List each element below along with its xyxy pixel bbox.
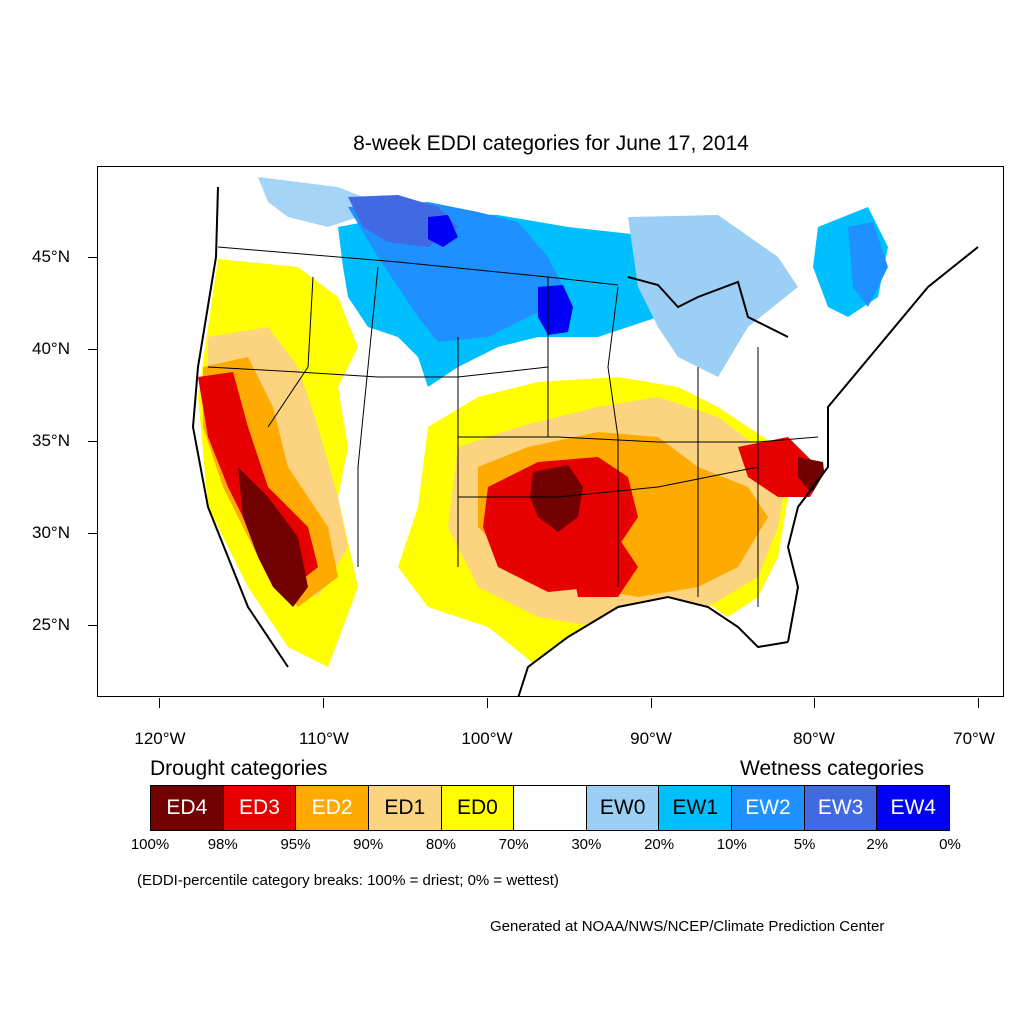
lat-tick-40 xyxy=(88,349,98,350)
percentile-label: 70% xyxy=(498,836,529,853)
lon-tick-120w xyxy=(159,698,160,708)
map-title: 8-week EDDI categories for June 17, 2014 xyxy=(353,132,749,155)
wet-ew0-northeast xyxy=(628,215,798,377)
legend-box-ed0: ED0 xyxy=(441,786,515,830)
percentile-label: 2% xyxy=(866,836,889,853)
wet-ew4-montana xyxy=(428,215,458,247)
percentile-label: 98% xyxy=(207,836,238,853)
lon-label-80w: 80°W xyxy=(793,729,835,748)
lon-tick-110w xyxy=(323,698,324,708)
legend-box-ew3: EW3 xyxy=(804,786,878,830)
lat-label-35: 35°N xyxy=(32,431,70,450)
legend-box-ed1: ED1 xyxy=(368,786,442,830)
lat-label-25: 25°N xyxy=(32,615,70,634)
legend-box-ed4: ED4 xyxy=(151,786,224,830)
lon-tick-100w xyxy=(487,698,488,708)
percentile-label: 20% xyxy=(644,836,675,853)
percentile-label: 10% xyxy=(716,836,747,853)
lon-label-70w: 70°W xyxy=(953,729,995,748)
percentile-label: 30% xyxy=(571,836,602,853)
drought-ed4-california xyxy=(238,467,308,607)
lon-tick-70w xyxy=(978,698,979,708)
lat-tick-25 xyxy=(88,625,98,626)
legend-note: (EDDI-percentile category breaks: 100% =… xyxy=(137,872,559,889)
legend-box-ew2: EW2 xyxy=(732,786,805,830)
percentile-label: 100% xyxy=(130,836,170,853)
percentile-label: 0% xyxy=(939,836,961,853)
coastline xyxy=(191,186,979,696)
credit-line: Generated at NOAA/NWS/NCEP/Climate Predi… xyxy=(490,918,885,935)
percentile-label: 90% xyxy=(353,836,384,853)
lat-label-40: 40°N xyxy=(32,339,70,358)
lat-label-30: 30°N xyxy=(32,523,70,542)
drought-heading: Drought categories xyxy=(150,757,328,780)
lon-tick-90w xyxy=(651,698,652,708)
lon-label-120w: 120°W xyxy=(134,729,186,748)
atlantic-ocean xyxy=(788,228,1003,696)
lat-label-45: 45°N xyxy=(32,247,70,266)
wet-ew4-minnesota xyxy=(538,285,573,335)
pacific-ocean xyxy=(98,167,298,696)
drought-ed4-oklahoma xyxy=(530,465,583,532)
lat-tick-45 xyxy=(88,257,98,258)
lon-label-110w: 110°W xyxy=(299,729,349,748)
percentile-label: 95% xyxy=(280,836,311,853)
legend-box-ew0: EW0 xyxy=(586,786,660,830)
eddi-map xyxy=(98,167,1003,696)
lat-tick-35 xyxy=(88,441,98,442)
legend-box-ed3: ED3 xyxy=(223,786,297,830)
lat-tick-30 xyxy=(88,533,98,534)
lon-label-100w: 100°W xyxy=(461,729,513,748)
legend-box-ew4: EW4 xyxy=(877,786,950,830)
lon-label-90w: 90°W xyxy=(630,729,672,748)
gulf-of-mexico xyxy=(518,597,798,696)
legend-color-bar: ED4 ED3 ED2 ED1 ED0 EW0 EW1 EW2 EW3 EW4 xyxy=(150,785,950,831)
drought-ed3-arkansas xyxy=(568,537,638,597)
lon-tick-80w xyxy=(814,698,815,708)
boundary-lines xyxy=(207,246,819,607)
legend-box-ew1: EW1 xyxy=(659,786,733,830)
wetness-heading: Wetness categories xyxy=(740,757,925,780)
wet-ew2-maine xyxy=(848,222,888,307)
percentile-label: 5% xyxy=(793,836,816,853)
legend-box-neutral xyxy=(514,786,587,830)
percentile-label: 80% xyxy=(425,836,456,853)
map-panel xyxy=(97,166,1004,697)
legend-box-ed2: ED2 xyxy=(296,786,369,830)
